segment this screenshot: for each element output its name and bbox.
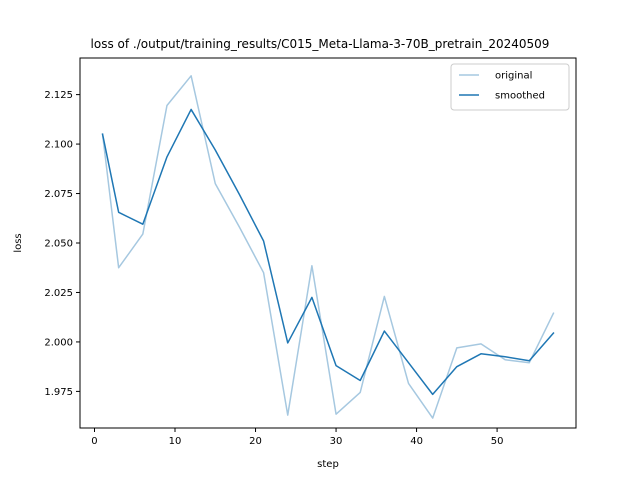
y-tick-label: 2.125 (44, 90, 73, 101)
y-axis: 1.975 2.000 2.025 2.050 2.075 2.100 2.125 (44, 90, 80, 398)
y-tick-label: 2.000 (44, 337, 73, 348)
legend-label-original: original (495, 71, 532, 82)
x-tick-label: 0 (91, 436, 97, 447)
chart-title: loss of ./output/training_results/C015_M… (91, 37, 550, 51)
x-tick-label: 30 (330, 436, 343, 447)
axes-frame (79, 57, 577, 429)
x-axis: 0 10 20 30 40 50 (91, 428, 503, 447)
y-tick-label: 2.050 (44, 239, 73, 250)
series-layer (101, 75, 555, 419)
x-axis-label: step (317, 459, 339, 470)
x-tick-label: 40 (410, 436, 423, 447)
legend-box (450, 63, 570, 111)
y-tick-label: 2.025 (44, 288, 73, 299)
x-tick-label: 50 (491, 436, 504, 447)
y-tick-label: 2.100 (44, 140, 73, 151)
x-tick-label: 10 (169, 436, 182, 447)
legend: original smoothed (450, 63, 570, 111)
legend-label-smoothed: smoothed (495, 91, 545, 102)
series-line-smoothed (101, 108, 555, 396)
y-tick-label: 1.975 (44, 387, 73, 398)
x-tick-label: 20 (249, 436, 262, 447)
y-axis-label: loss (13, 233, 24, 252)
y-tick-label: 2.075 (44, 189, 73, 200)
series-line-original (101, 75, 555, 419)
